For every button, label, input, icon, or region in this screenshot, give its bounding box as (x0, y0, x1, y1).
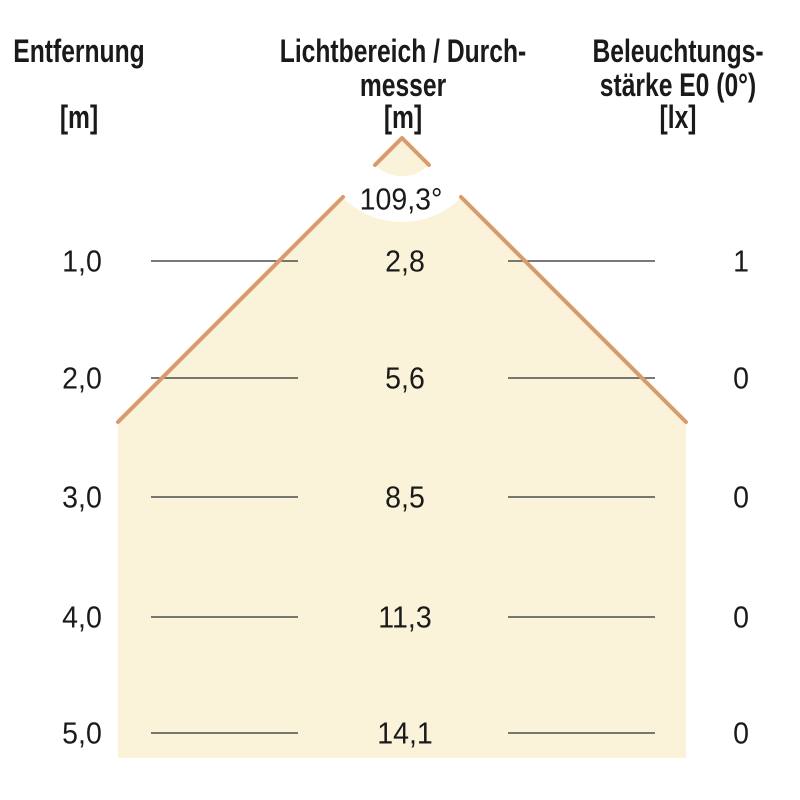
header-diameter-title-line1: Lichtbereich / Durch- (279, 33, 527, 69)
illuminance-value: 1 (733, 243, 749, 279)
illuminance-value: 0 (733, 479, 749, 515)
distance-value: 5,0 (62, 715, 102, 751)
distance-value: 2,0 (62, 360, 102, 396)
header-illuminance-title-line1: Beleuchtungs- (592, 33, 764, 69)
header-illuminance-unit: [lx] (659, 99, 697, 135)
diameter-value: 8,5 (385, 479, 425, 515)
illuminance-value: 0 (733, 715, 749, 751)
header-diameter-title-line2: messer (359, 67, 447, 103)
header-distance-title: Entfernung (13, 33, 145, 69)
diameter-value: 11,3 (378, 599, 432, 635)
tick-lines (151, 260, 655, 734)
cone-edge-left (116, 195, 345, 424)
header-diameter-unit: [m] (383, 99, 423, 135)
cone-fill (118, 138, 686, 758)
diameter-value: 5,6 (385, 360, 425, 396)
distance-value: 3,0 (62, 479, 102, 515)
cone-edge-right (459, 195, 688, 424)
diameter-value: 2,8 (385, 243, 425, 279)
apex-fan-stroke (373, 136, 431, 167)
header-distance-unit: [m] (59, 99, 99, 135)
header-illuminance-title-line2: stärke E0 (0°) (599, 67, 757, 103)
apex-fan-fill (375, 138, 429, 177)
beam-angle-value: 109,3° (359, 181, 443, 217)
illuminance-value: 0 (733, 360, 749, 396)
illuminance-value: 0 (733, 599, 749, 635)
distance-value: 4,0 (62, 599, 102, 635)
distance-value: 1,0 (62, 243, 102, 279)
diameter-value: 14,1 (377, 715, 433, 751)
